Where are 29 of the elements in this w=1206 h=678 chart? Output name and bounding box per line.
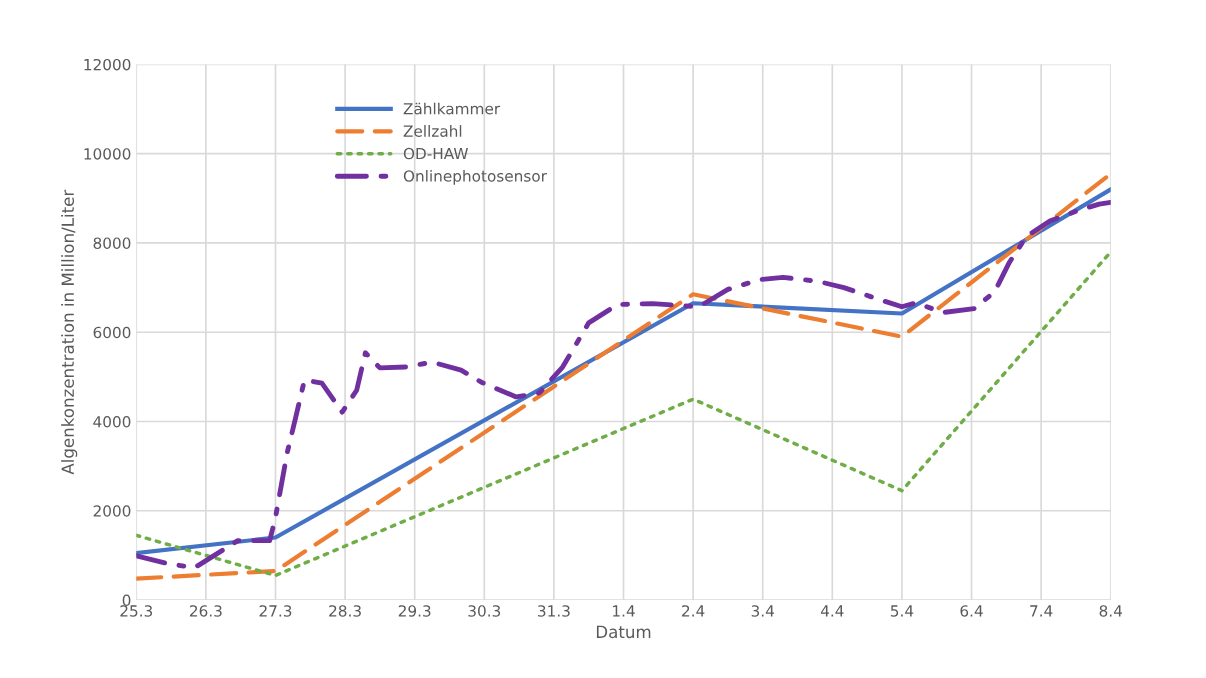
y-tick-label: 2000 [93, 505, 131, 517]
legend-label: Zählkammer [403, 102, 501, 115]
x-tick-label: 27.3 [259, 605, 292, 617]
y-tick-label: 12000 [84, 58, 131, 71]
legend-label: OD-HAW [403, 147, 468, 160]
x-tick-label: 5.4 [890, 605, 914, 617]
line-series [136, 250, 1111, 578]
x-tick-label: 29.3 [398, 605, 431, 617]
x-tick-label: 26.3 [189, 605, 222, 617]
y-axis-title: Algenkonzentration in Million/Liter [61, 189, 78, 475]
x-axis-title: Datum [596, 625, 651, 639]
y-tick-label: 0 [122, 594, 131, 607]
legend-label: Onlinephotosensor [403, 169, 547, 185]
y-tick-label: 6000 [93, 326, 131, 339]
x-tick-label: 7.4 [1030, 605, 1053, 617]
x-tick-label: 28.3 [329, 605, 361, 617]
y-tick-label: 8000 [93, 237, 131, 249]
legend-label: Zellzahl [403, 125, 462, 137]
x-tick-label: 30.3 [468, 605, 501, 617]
x-tick-label: 3.4 [751, 605, 774, 617]
y-tick-label: 4000 [93, 415, 131, 428]
x-tick-label: 4.4 [820, 605, 844, 617]
x-tick-label: 25.3 [120, 605, 153, 617]
x-tick-label: 31.3 [538, 605, 570, 617]
x-tick-label: 2.4 [682, 605, 705, 617]
y-tick-label: 10000 [84, 148, 131, 160]
x-tick-label: 6.4 [960, 605, 983, 617]
x-tick-label: 1.4 [613, 605, 635, 617]
x-tick-label: 8.4 [1099, 605, 1123, 617]
